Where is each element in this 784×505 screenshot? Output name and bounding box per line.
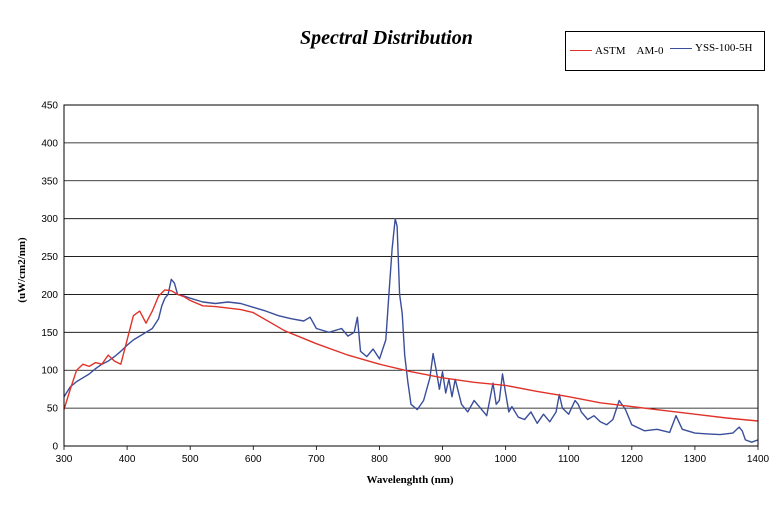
x-tick-label-900: 900 xyxy=(434,454,451,465)
x-tick-label-800: 800 xyxy=(371,454,388,465)
y-tick-label-200: 200 xyxy=(41,290,58,301)
x-tick-label-1300: 1300 xyxy=(684,454,707,465)
x-tick-label-1200: 1200 xyxy=(621,454,644,465)
legend-label-yss: YSS-100-5H xyxy=(695,42,753,54)
grid-layer xyxy=(64,104,758,409)
y-tick-label-100: 100 xyxy=(41,366,58,377)
x-tick-label-1400: 1400 xyxy=(747,454,770,465)
x-tick-label-1000: 1000 xyxy=(495,454,518,465)
x-tick-label-300: 300 xyxy=(56,454,73,465)
legend-swatch-astm xyxy=(570,49,592,51)
x-tick-label-500: 500 xyxy=(182,454,199,465)
series-line-yss-100-5h xyxy=(63,218,759,443)
y-tick-label-250: 250 xyxy=(41,252,58,263)
y-tick-label-50: 50 xyxy=(47,404,59,415)
x-axis-label: Wavelenghth (nm) xyxy=(366,474,454,486)
chart-legend: ASTM AM-0 YSS-100-5H xyxy=(565,31,765,71)
plot-frame xyxy=(63,104,759,447)
legend-swatch-yss xyxy=(670,47,692,49)
tick-layer: 0 50 100 150 200 250 300 350 400 450 300 400 500 600 7… xyxy=(41,101,769,466)
y-tick-label-0: 0 xyxy=(52,442,58,453)
legend-item-astm: ASTM AM-0 xyxy=(570,42,663,58)
legend-label-astm: ASTM AM-0 xyxy=(595,45,664,57)
legend-item-yss: YSS-100-5H xyxy=(670,42,752,54)
chart-title: Spectral Distribution xyxy=(300,27,473,49)
y-tick-label-450: 450 xyxy=(41,101,58,112)
x-tick-label-600: 600 xyxy=(245,454,262,465)
x-tick-label-700: 700 xyxy=(308,454,325,465)
series-layer xyxy=(63,218,759,443)
y-tick-label-300: 300 xyxy=(41,214,58,225)
x-tick-label-1100: 1100 xyxy=(558,454,580,465)
frame-layer xyxy=(63,104,759,447)
y-tick-label-350: 350 xyxy=(41,176,58,187)
x-tick-label-400: 400 xyxy=(119,454,136,465)
y-tick-label-400: 400 xyxy=(41,138,58,149)
series-line-astm-am0 xyxy=(63,289,759,422)
y-tick-label-150: 150 xyxy=(41,328,58,339)
